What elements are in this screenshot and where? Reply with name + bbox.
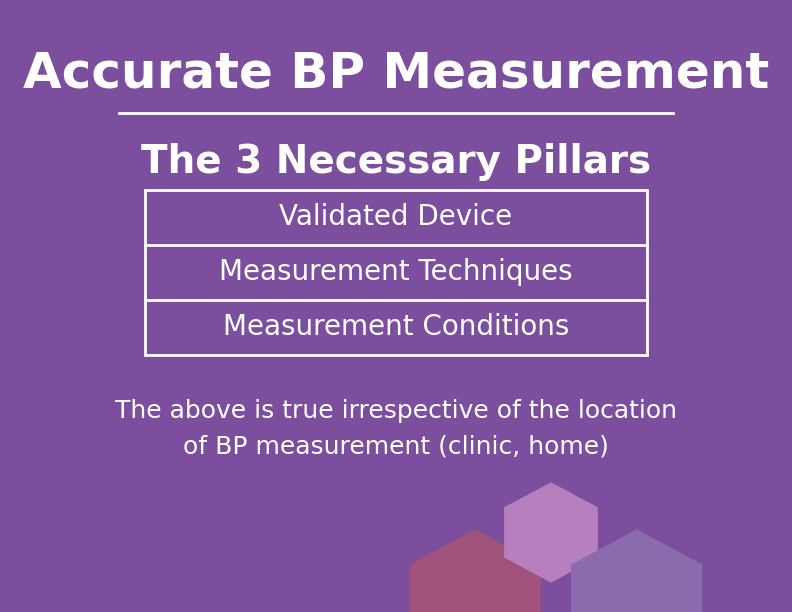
Text: The 3 Necessary Pillars: The 3 Necessary Pillars bbox=[141, 143, 651, 181]
Text: Measurement Conditions: Measurement Conditions bbox=[223, 313, 569, 341]
Text: Measurement Techniques: Measurement Techniques bbox=[219, 258, 573, 286]
Text: Accurate BP Measurement: Accurate BP Measurement bbox=[23, 50, 769, 97]
Polygon shape bbox=[409, 529, 541, 612]
Polygon shape bbox=[505, 482, 598, 583]
Bar bbox=[146, 190, 646, 355]
Text: Validated Device: Validated Device bbox=[280, 203, 512, 231]
Polygon shape bbox=[571, 529, 703, 612]
Text: The above is true irrespective of the location
of BP measurement (clinic, home): The above is true irrespective of the lo… bbox=[115, 398, 677, 458]
